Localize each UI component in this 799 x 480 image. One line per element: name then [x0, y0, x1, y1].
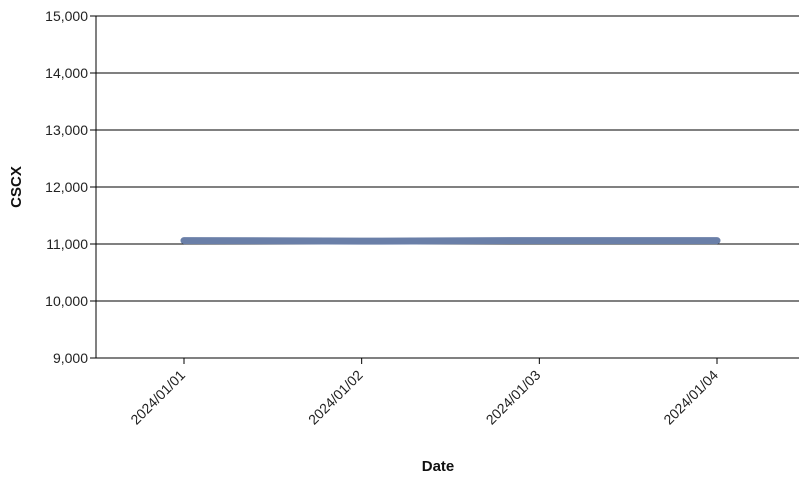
y-tick-label: 11,000	[46, 236, 88, 252]
y-tick-label: 10,000	[45, 293, 88, 309]
y-axis-ticks: 9,000 10,000 11,000 12,000 13,000 14,000 15,00…	[45, 8, 96, 366]
y-tick-label: 14,000	[45, 65, 88, 81]
series-line	[180, 237, 721, 245]
y-tick-label: 15,000	[45, 8, 88, 24]
y-tick-label: 13,000	[45, 122, 88, 138]
x-tick-label: 2024/01/04	[660, 367, 721, 428]
y-axis-title: CSCX	[8, 166, 25, 208]
series-layer	[180, 237, 721, 245]
x-axis-title: Date	[422, 458, 455, 475]
x-tick-label: 2024/01/03	[483, 367, 544, 428]
x-axis-ticks: 2024/01/01 2024/01/02 2024/01/03 2024/01/04	[127, 358, 721, 428]
x-tick-label: 2024/01/01	[127, 367, 188, 428]
gridlines	[96, 15, 799, 359]
y-tick-label: 12,000	[45, 179, 88, 195]
y-tick-label: 9,000	[53, 350, 88, 366]
x-tick-label: 2024/01/02	[305, 367, 366, 428]
